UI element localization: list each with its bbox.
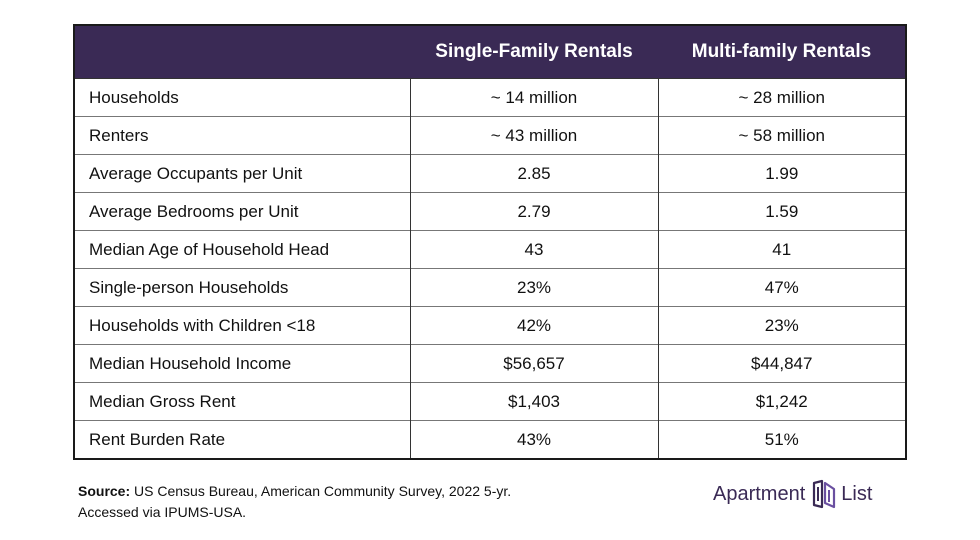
apartment-list-logo-icon [813, 479, 836, 509]
apartment-list-logo: Apartment List [713, 478, 872, 510]
cell-value: 41 [657, 230, 906, 269]
row-label: Average Bedrooms per Unit [74, 192, 410, 231]
cell-value: 23% [409, 268, 658, 307]
table-row: Average Occupants per Unit 2.85 1.99 [74, 154, 906, 193]
table-row: Median Age of Household Head 43 41 [74, 230, 906, 269]
source-text: US Census Bureau, American Community Sur… [134, 483, 512, 499]
row-label: Rent Burden Rate [74, 420, 410, 459]
row-label: Average Occupants per Unit [74, 154, 410, 193]
cell-value: ~ 28 million [657, 78, 906, 117]
source-label: Source: [78, 483, 131, 499]
table-row: Households ~ 14 million ~ 28 million [74, 78, 906, 117]
cell-value: $44,847 [657, 344, 906, 383]
row-label: Single-person Households [74, 268, 410, 307]
row-label: Households with Children <18 [74, 306, 410, 345]
table-row: Median Household Income $56,657 $44,847 [74, 344, 906, 383]
cell-value: 2.79 [409, 192, 658, 231]
cell-value: 43% [409, 420, 658, 459]
row-label: Households [74, 78, 410, 117]
header-cell-single-family: Single-Family Rentals [410, 25, 658, 79]
cell-value: $1,403 [409, 382, 658, 421]
row-label: Renters [74, 116, 410, 155]
cell-value: 51% [657, 420, 906, 459]
row-label: Median Age of Household Head [74, 230, 410, 269]
table-row: Rent Burden Rate 43% 51% [74, 420, 906, 459]
cell-value: $56,657 [409, 344, 658, 383]
header-cell-multi-family: Multi-family Rentals [658, 25, 906, 79]
logo-text-left: Apartment [713, 482, 806, 505]
comparison-table: Single-Family Rentals Multi-family Renta… [73, 24, 907, 460]
cell-value: 1.59 [657, 192, 906, 231]
cell-value: 42% [409, 306, 658, 345]
cell-value: ~ 14 million [409, 78, 658, 117]
data-table-container: Single-Family Rentals Multi-family Renta… [73, 24, 907, 460]
cell-value: 2.85 [409, 154, 658, 193]
logo-text-right: List [841, 482, 873, 505]
table-row: Households with Children <18 42% 23% [74, 306, 906, 345]
row-label: Median Household Income [74, 344, 410, 383]
cell-value: ~ 43 million [409, 116, 658, 155]
source-note: Source: US Census Bureau, American Commu… [78, 481, 511, 523]
table-row: Median Gross Rent $1,403 $1,242 [74, 382, 906, 421]
table-row: Single-person Households 23% 47% [74, 268, 906, 307]
source-line-1: Source: US Census Bureau, American Commu… [78, 481, 511, 502]
table-row: Average Bedrooms per Unit 2.79 1.59 [74, 192, 906, 231]
row-label: Median Gross Rent [74, 382, 410, 421]
cell-value: 43 [409, 230, 658, 269]
cell-value: 23% [657, 306, 906, 345]
header-cell-blank [74, 25, 410, 79]
cell-value: $1,242 [657, 382, 906, 421]
cell-value: 47% [657, 268, 906, 307]
cell-value: 1.99 [657, 154, 906, 193]
cell-value: ~ 58 million [657, 116, 906, 155]
header-row: Single-Family Rentals Multi-family Renta… [74, 25, 906, 79]
source-line-2: Accessed via IPUMS-USA. [78, 504, 247, 520]
table-row: Renters ~ 43 million ~ 58 million [74, 116, 906, 155]
